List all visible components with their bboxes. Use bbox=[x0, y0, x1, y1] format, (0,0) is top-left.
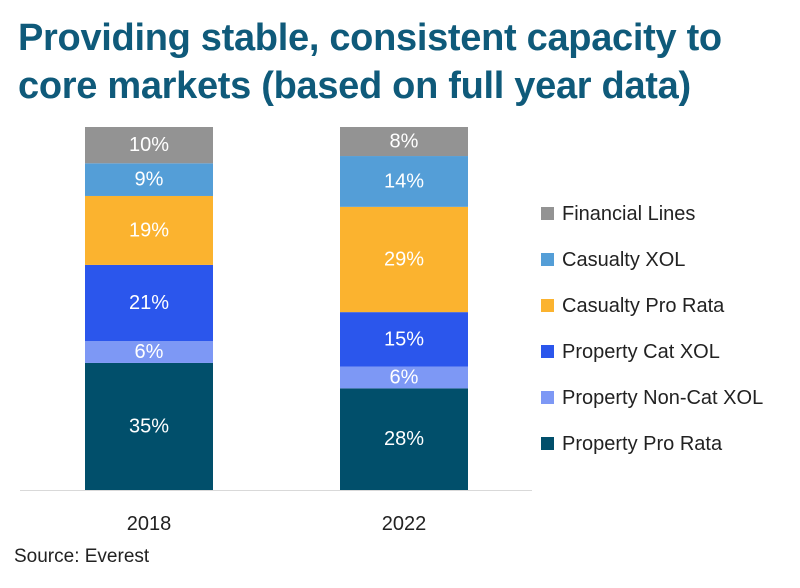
x-tick-label-2018: 2018 bbox=[127, 513, 172, 535]
data-label-casualty-xol-2018: 9% bbox=[135, 169, 164, 191]
data-label-financial-lines-2022: 8% bbox=[390, 131, 419, 153]
legend-swatch-financial-lines bbox=[541, 207, 554, 220]
bar-segment-casualty-pro-rata-2018 bbox=[85, 195, 213, 265]
title-line-1: Providing stable, consistent capacity to bbox=[18, 17, 722, 59]
legend-swatch-casualty-xol bbox=[541, 253, 554, 266]
legend-swatch-property-non-cat-xol bbox=[541, 391, 554, 404]
bar-segment-casualty-xol-2018 bbox=[85, 163, 213, 196]
data-label-property-cat-xol-2018: 21% bbox=[129, 292, 169, 314]
bar-segment-casualty-xol-2022 bbox=[340, 156, 468, 207]
bar-segment-property-pro-rata-2022 bbox=[340, 388, 468, 490]
data-label-property-cat-xol-2022: 15% bbox=[384, 328, 424, 350]
bar-segment-casualty-pro-rata-2022 bbox=[340, 206, 468, 313]
legend-swatch-property-cat-xol bbox=[541, 345, 554, 358]
bar-segment-financial-lines-2018 bbox=[85, 127, 213, 164]
data-label-casualty-pro-rata-2022: 29% bbox=[384, 248, 424, 270]
title-line-2: core markets (based on full year data) bbox=[18, 65, 691, 107]
stacked-bar-chart: 35% 6% 21% 19% 9% 10% 2018 28% 6% 15% 29% 14% 8% 2022… bbox=[20, 127, 763, 535]
data-label-property-pro-rata-2018: 35% bbox=[129, 415, 169, 437]
legend-label-casualty-pro-rata: Casualty Pro Rata bbox=[562, 295, 725, 317]
data-label-property-non-cat-xol-2022: 6% bbox=[390, 366, 419, 388]
legend-label-financial-lines: Financial Lines bbox=[562, 203, 695, 225]
data-label-financial-lines-2018: 10% bbox=[129, 134, 169, 156]
bar-segment-property-pro-rata-2018 bbox=[85, 362, 213, 490]
legend-label-property-pro-rata: Property Pro Rata bbox=[562, 433, 723, 455]
bar-segment-property-cat-xol-2022 bbox=[340, 312, 468, 367]
legend-swatch-property-pro-rata bbox=[541, 437, 554, 450]
source-note: Source: Everest bbox=[14, 546, 150, 567]
legend-label-property-non-cat-xol: Property Non-Cat XOL bbox=[562, 387, 763, 409]
x-tick-label-2022: 2022 bbox=[382, 513, 427, 535]
legend-swatch-casualty-pro-rata bbox=[541, 299, 554, 312]
bar-segment-property-cat-xol-2018 bbox=[85, 264, 213, 342]
data-label-casualty-xol-2022: 14% bbox=[384, 170, 424, 192]
data-label-property-pro-rata-2022: 28% bbox=[384, 428, 424, 450]
bar-segment-property-non-cat-xol-2022 bbox=[340, 366, 468, 389]
legend-label-casualty-xol: Casualty XOL bbox=[562, 249, 685, 271]
bar-segment-property-non-cat-xol-2018 bbox=[85, 341, 213, 363]
legend-label-property-cat-xol: Property Cat XOL bbox=[562, 341, 720, 363]
chart-title: Providing stable, consistent capacity to… bbox=[18, 14, 788, 110]
bar-segment-financial-lines-2022 bbox=[340, 127, 468, 157]
data-label-property-non-cat-xol-2018: 6% bbox=[135, 341, 164, 363]
data-label-casualty-pro-rata-2018: 19% bbox=[129, 219, 169, 241]
